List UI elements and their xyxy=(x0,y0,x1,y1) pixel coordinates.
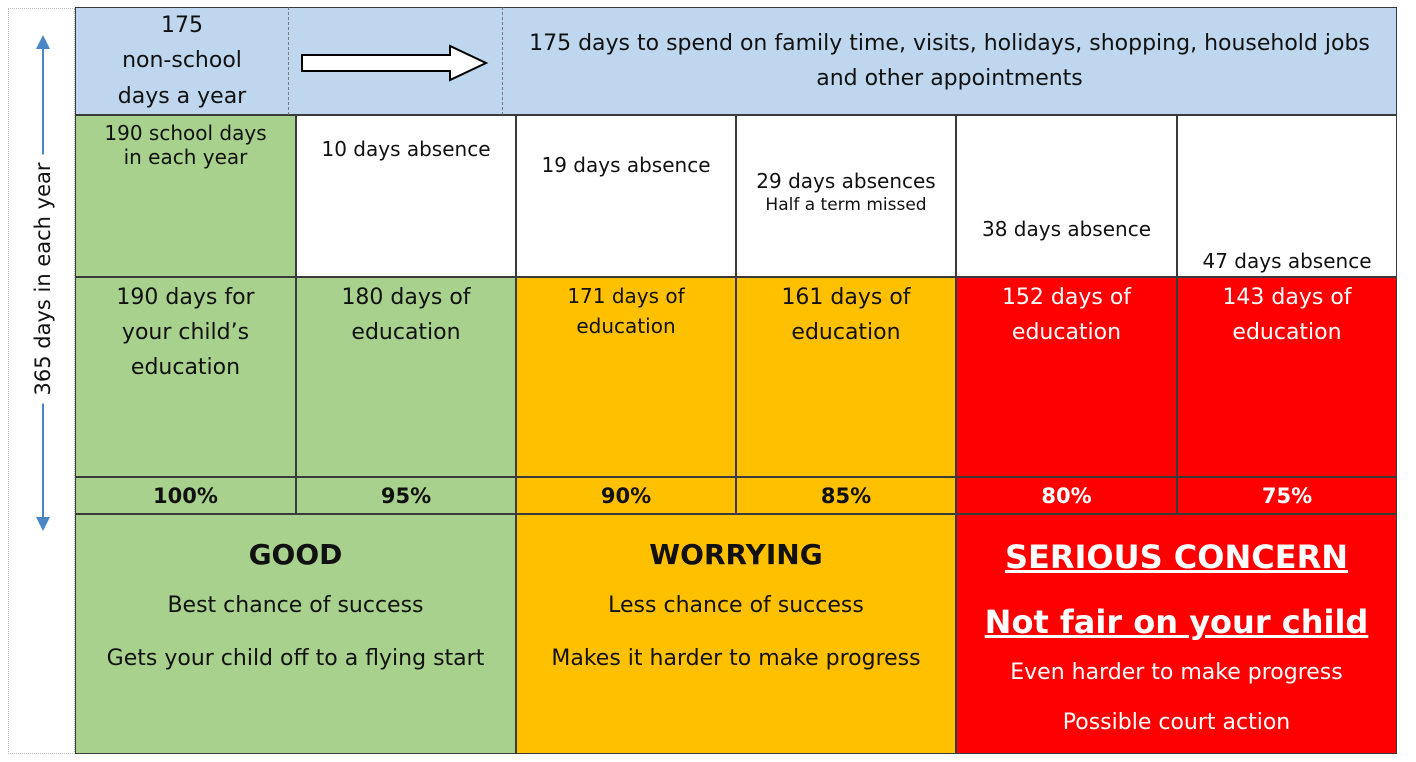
education-line2: education xyxy=(1232,320,1342,346)
school-days-cell: 190 school days in each year xyxy=(75,115,296,277)
education-line2: education xyxy=(1011,320,1122,346)
percent-value: 90% xyxy=(600,483,652,508)
serious-category-panel: SERIOUS CONCERN Not fair on your child E… xyxy=(956,514,1397,754)
non-school-days-cell: 175 non-school days a year xyxy=(75,7,289,115)
good-line1: Best chance of success xyxy=(167,593,424,619)
education-cell-180: 180 days of education xyxy=(296,277,516,477)
percent-cell-75: 75% xyxy=(1177,477,1397,514)
non-school-description: 175 days to spend on family time, visits… xyxy=(529,30,1370,91)
serious-line1: Even harder to make progress xyxy=(1010,660,1343,685)
education-line1: 161 days of xyxy=(781,285,911,310)
worrying-line1: Less chance of success xyxy=(608,593,864,619)
education-line1: 180 days of xyxy=(341,285,471,310)
percent-value: 100% xyxy=(153,483,218,508)
education-line1: 190 days for xyxy=(116,285,255,310)
percent-cell-85: 85% xyxy=(736,477,956,514)
education-cell-143: 143 days of education xyxy=(1177,277,1397,477)
percent-value: 95% xyxy=(380,483,432,508)
education-line2: your child’s xyxy=(121,320,250,346)
side-frame xyxy=(8,8,75,754)
percent-value: 80% xyxy=(1041,483,1092,508)
education-line1: 171 days of xyxy=(567,284,685,308)
good-category-panel: GOOD Best chance of success Gets your ch… xyxy=(75,514,516,754)
percent-value: 75% xyxy=(1261,483,1313,508)
non-school-line3: days a year xyxy=(117,83,247,109)
education-cell-161: 161 days of education xyxy=(736,277,956,477)
education-line1: 152 days of xyxy=(1001,285,1132,310)
education-line1: 143 days of xyxy=(1222,285,1352,310)
good-line2: Gets your child off to a flying start xyxy=(106,645,485,671)
non-school-line1: 175 xyxy=(161,13,203,39)
right-arrow-icon xyxy=(301,44,489,82)
percent-value: 85% xyxy=(820,483,872,508)
serious-line2: Possible court action xyxy=(1062,710,1291,736)
absence-cell-38: 38 days absence xyxy=(956,115,1177,277)
worrying-line2: Makes it harder to make progress xyxy=(551,645,921,671)
absence-label: 19 days absence xyxy=(541,153,711,177)
non-school-description-cell: 175 days to spend on family time, visits… xyxy=(503,7,1397,115)
school-days-line1: 190 school days xyxy=(104,121,267,145)
percent-cell-100: 100% xyxy=(75,477,296,514)
absence-label: 29 days absences xyxy=(756,169,936,193)
absence-label: 38 days absence xyxy=(981,217,1152,241)
absence-label: 10 days absence xyxy=(321,137,491,161)
school-days-line2: in each year xyxy=(123,145,248,170)
percent-cell-80: 80% xyxy=(956,477,1177,514)
education-cell-171: 171 days of education xyxy=(516,277,736,477)
absence-cell-47: 47 days absence xyxy=(1177,115,1397,277)
education-cell-190: 190 days for your child’s education xyxy=(75,277,296,477)
absence-cell-29: 29 days absences Half a term missed xyxy=(736,115,956,277)
non-school-line2: non-school xyxy=(122,48,242,74)
good-title: GOOD xyxy=(248,538,343,571)
half-term-note: Half a term missed xyxy=(765,195,927,216)
worrying-title: WORRYING xyxy=(649,538,823,571)
education-line2: education xyxy=(576,314,676,338)
percent-cell-90: 90% xyxy=(516,477,736,514)
education-line2: education xyxy=(791,320,901,346)
percent-cell-95: 95% xyxy=(296,477,516,514)
absence-cell-19: 19 days absence xyxy=(516,115,736,277)
absence-label: 47 days absence xyxy=(1202,249,1372,273)
education-line3: education xyxy=(130,355,241,381)
worrying-category-panel: WORRYING Less chance of success Makes it… xyxy=(516,514,956,754)
absence-cell-10: 10 days absence xyxy=(296,115,516,277)
side-label: 365 days in each year xyxy=(31,154,55,404)
serious-title: SERIOUS CONCERN xyxy=(1004,538,1349,576)
serious-title2: Not fair on your child xyxy=(984,603,1369,641)
education-cell-152: 152 days of education xyxy=(956,277,1177,477)
education-line2: education xyxy=(351,320,461,346)
